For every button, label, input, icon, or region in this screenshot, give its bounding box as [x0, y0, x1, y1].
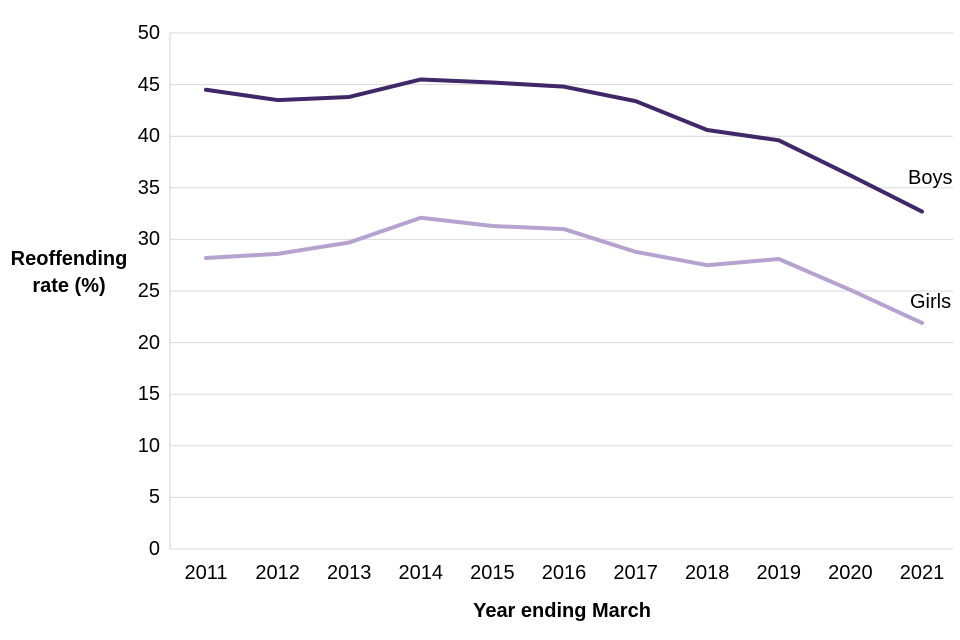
y-axis-title: Reoffending rate (%): [0, 246, 138, 300]
y-tick-label: 40: [137, 125, 160, 148]
y-tick-label: 15: [137, 383, 160, 406]
x-tick-label: 2013: [326, 562, 372, 584]
y-tick-label: 30: [137, 228, 160, 251]
y-tick-label: 0: [148, 538, 160, 560]
x-tick-label: 2016: [541, 562, 587, 584]
x-tick-label: 2020: [828, 562, 873, 584]
y-tick-label: 50: [137, 22, 160, 44]
girls-line: [204, 215, 924, 325]
x-tick-label: 2014: [398, 562, 444, 584]
x-tick-label: 2011: [184, 562, 228, 584]
y-axis-title-line2: rate (%): [32, 275, 106, 297]
y-tick-label: 20: [137, 331, 160, 354]
girls-series-label: Girls: [910, 291, 952, 313]
y-tick-label: 10: [137, 434, 160, 457]
y-tick-label: 5: [148, 486, 160, 509]
x-tick-label: 2012: [255, 562, 300, 584]
x-tick-label: 2015: [470, 562, 515, 584]
y-axis-title-line1: Reoffending: [10, 248, 128, 270]
y-tick-label: 45: [137, 73, 160, 96]
x-tick-label: 2021: [899, 562, 945, 584]
x-tick-label: 2018: [684, 562, 730, 584]
boys-series-label: Boys: [908, 167, 953, 189]
y-tick-label: 35: [137, 176, 160, 199]
x-axis-title: Year ending March: [473, 600, 651, 622]
y-tick-label: 25: [137, 280, 160, 302]
boys-line: [204, 77, 924, 214]
x-tick-label: 2019: [756, 562, 802, 584]
x-tick-label: 2017: [613, 562, 658, 584]
